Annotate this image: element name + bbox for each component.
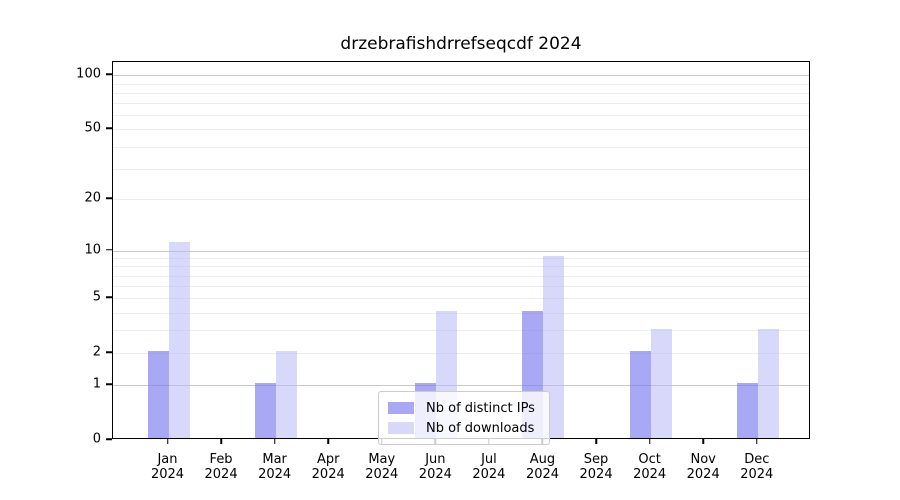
minor-gridline: [113, 266, 809, 268]
bar-downloads: [168, 241, 190, 438]
x-tick-mark: [327, 439, 329, 444]
y-tick-label: 10: [84, 242, 101, 258]
y-tick-label: 2: [92, 344, 101, 360]
major-gridline: [113, 75, 809, 77]
major-gridline: [113, 385, 809, 387]
minor-gridline: [113, 92, 809, 94]
minor-gridline: [113, 83, 809, 85]
x-tick-mark: [702, 439, 704, 444]
y-tick-mark: [106, 197, 112, 200]
y-tick-label: 20: [84, 190, 101, 206]
bar-distinct-ips: [254, 383, 276, 438]
x-tick-mark: [648, 439, 651, 444]
x-tick-label: Dec 2024: [740, 452, 774, 482]
y-tick-mark: [106, 438, 112, 440]
major-gridline: [113, 250, 809, 252]
y-tick-mark: [106, 127, 112, 130]
bar-downloads: [757, 328, 779, 438]
legend-label: Nb of distinct IPs: [426, 400, 535, 416]
x-tick-label: Oct 2024: [633, 452, 667, 482]
y-tick-mark: [106, 383, 112, 385]
x-tick-mark: [756, 439, 758, 444]
minor-gridline: [113, 115, 809, 117]
legend: Nb of distinct IPs Nb of downloads: [378, 391, 550, 445]
minor-gridline: [113, 275, 809, 277]
y-tick-mark: [106, 73, 112, 76]
y-tick-label: 1: [92, 376, 101, 392]
plot-area: [112, 61, 810, 439]
bar-distinct-ips: [147, 351, 169, 438]
minor-gridline: [113, 103, 809, 105]
bar-downloads: [650, 328, 672, 438]
minor-gridline: [113, 146, 809, 148]
y-tick-mark: [106, 351, 112, 353]
x-tick-label: Feb 2024: [204, 452, 238, 482]
y-tick-label: 0: [92, 431, 101, 447]
legend-label: Nb of downloads: [426, 420, 535, 436]
y-tick-mark: [106, 248, 112, 251]
x-tick-label: Mar 2024: [258, 452, 292, 482]
bar-distinct-ips: [629, 351, 651, 438]
x-tick-mark: [166, 439, 169, 444]
x-tick-mark: [595, 439, 597, 444]
x-tick-mark: [220, 439, 222, 444]
minor-gridline: [113, 129, 809, 131]
y-tick-mark: [106, 296, 112, 299]
x-tick-label: Apr 2024: [311, 452, 345, 482]
x-tick-label: May 2024: [365, 452, 399, 482]
y-tick-label: 100: [76, 66, 101, 82]
minor-gridline: [113, 353, 809, 355]
minor-gridline: [113, 258, 809, 260]
x-tick-mark: [273, 439, 276, 444]
x-tick-label: Jun 2024: [418, 452, 452, 482]
x-tick-label: Aug 2024: [525, 452, 560, 482]
x-tick-label: Nov 2024: [686, 452, 720, 482]
minor-gridline: [113, 298, 809, 300]
legend-item-downloads: Nb of downloads: [388, 418, 540, 438]
minor-gridline: [113, 330, 809, 332]
x-tick-label: Sep 2024: [579, 452, 613, 482]
bar-distinct-ips: [736, 383, 758, 438]
x-tick-label: Jul 2024: [472, 452, 506, 482]
y-tick-label: 50: [84, 120, 101, 136]
legend-item-distinct-ips: Nb of distinct IPs: [388, 398, 540, 418]
chart-title: drzebrafishdrrefseqcdf 2024: [340, 34, 582, 54]
minor-gridline: [113, 168, 809, 170]
downloads-swatch-icon: [388, 422, 414, 434]
minor-gridline: [113, 199, 809, 201]
x-tick-label: Jan 2024: [150, 452, 185, 482]
bar-downloads: [275, 351, 297, 438]
minor-gridline: [113, 286, 809, 288]
y-tick-label: 5: [92, 289, 101, 305]
distinct-ips-swatch-icon: [388, 402, 414, 414]
minor-gridline: [113, 312, 809, 314]
